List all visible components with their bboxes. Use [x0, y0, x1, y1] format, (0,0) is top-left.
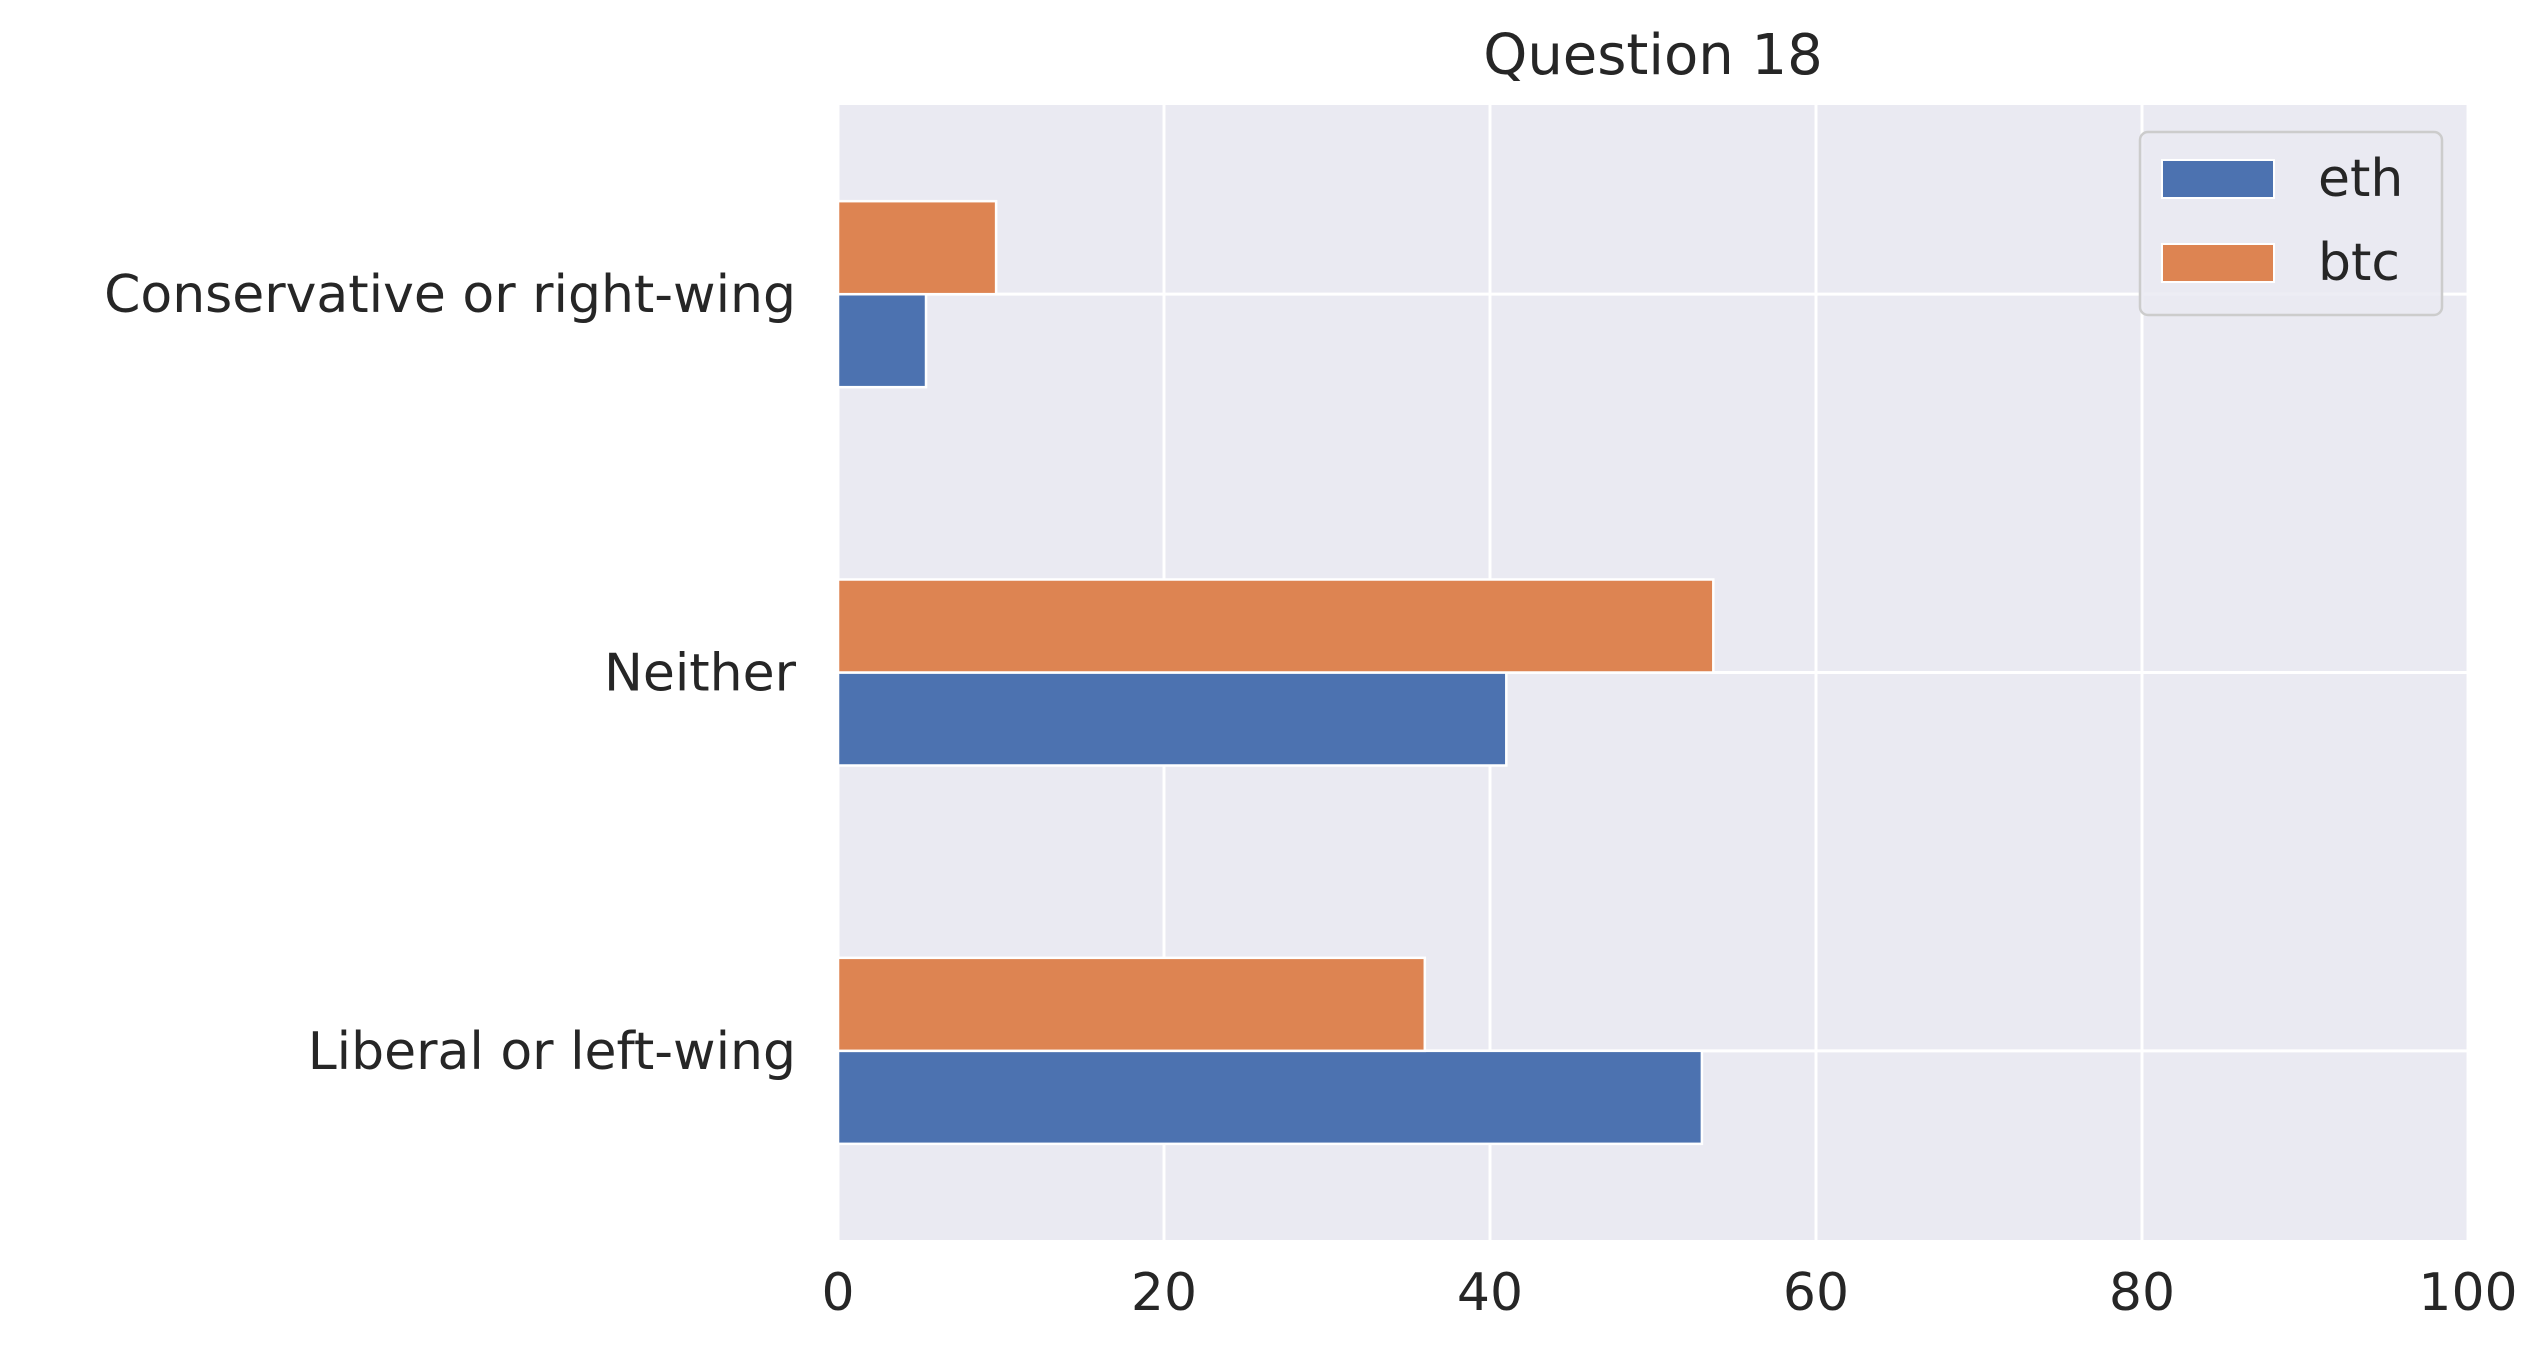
bar-eth	[836, 671, 1508, 767]
legend: eth btc	[2138, 130, 2444, 317]
bar-eth	[836, 1049, 1704, 1146]
tick-labels: 0 20 40 60 80 100 Conservative or right-wing Ne…	[104, 265, 2518, 1323]
legend-label-eth: eth	[2318, 149, 2403, 209]
x-tick-label: 100	[2418, 1263, 2517, 1323]
chart-title: Question 18	[1483, 23, 1823, 88]
y-tick-label: Neither	[604, 644, 797, 704]
x-tick-label: 0	[821, 1263, 854, 1323]
y-tick-label: Conservative or right-wing	[104, 265, 796, 325]
bar-btc	[836, 956, 1427, 1053]
x-tick-label: 60	[1783, 1263, 1849, 1323]
legend-label-btc: btc	[2318, 233, 2400, 293]
bar-btc	[836, 578, 1715, 674]
y-tick-label: Liberal or left-wing	[308, 1022, 796, 1082]
bar-btc	[836, 199, 998, 296]
x-tick-label: 20	[1131, 1263, 1197, 1323]
bar-eth	[836, 292, 928, 389]
legend-swatch-btc	[2161, 243, 2275, 283]
bars	[836, 199, 1715, 1146]
x-tick-label: 80	[2109, 1263, 2175, 1323]
x-tick-label: 40	[1457, 1263, 1523, 1323]
legend-swatch-eth	[2161, 159, 2275, 199]
